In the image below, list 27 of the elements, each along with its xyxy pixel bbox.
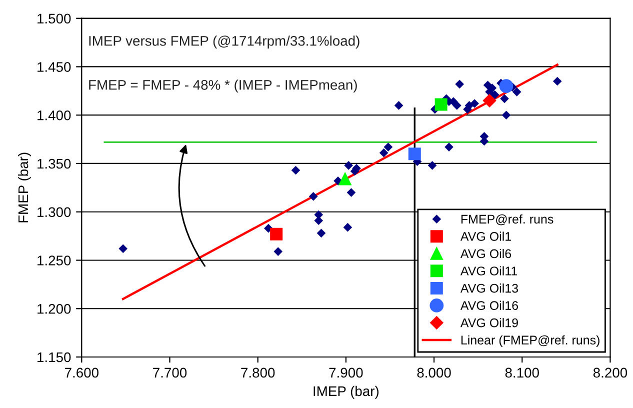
x-tick-label: 7.700 [153,368,187,378]
legend-label: AVG Oil11 [460,266,518,276]
legend-label: AVG Oil19 [460,318,518,328]
annotation: IMEP versus FMEP (@1714rpm/33.1%load) [89,36,360,49]
x-tick-label: 7.800 [241,368,275,378]
y-tick-label: 1.250 [38,256,71,266]
legend-label: AVG Oil13 [460,284,518,293]
legend-label: Linear (FMEP@ref. runs) [461,335,600,347]
x-tick-label: 8.000 [417,368,451,378]
y-axis-title: FMEP (bar) [18,152,31,222]
legend-label: AVG Oil1 [460,232,511,241]
x-axis-title: IMEP (bar) [314,386,379,399]
y-tick-label: 1.350 [38,158,71,169]
legend-label: AVG Oil16 [460,300,518,310]
annotation: FMEP = FMEP - 48% * (IMEP - IMEPmean) [89,80,357,93]
y-tick-label: 1.500 [38,14,71,24]
x-tick-label: 7.900 [329,368,363,378]
legend-label: FMEP@ref. runs [461,214,554,226]
legend-label: AVG Oil6 [460,248,512,258]
y-tick-label: 1.450 [38,62,71,72]
x-tick-label: 8.100 [505,368,539,378]
y-tick-label: 1.300 [38,207,71,218]
x-tick-label: 7.600 [64,368,98,378]
y-tick-label: 1.200 [38,304,71,314]
y-tick-label: 1.400 [38,110,71,120]
x-tick-label: 8.200 [593,368,628,378]
y-tick-label: 1.150 [38,352,71,362]
